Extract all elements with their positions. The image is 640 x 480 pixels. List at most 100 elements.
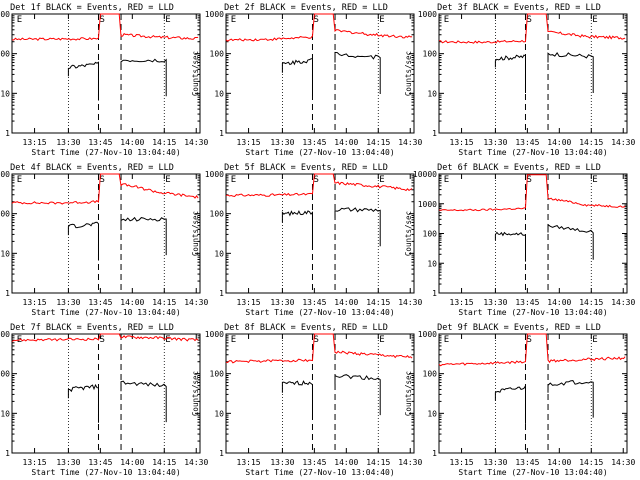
x-tick-label: 14:00 <box>334 298 358 307</box>
plot-frame <box>225 13 415 134</box>
marker-label: S <box>99 15 104 25</box>
y-axis-label: Counts/sec <box>191 51 200 96</box>
x-tick-label: 14:00 <box>547 298 571 307</box>
series-events-black <box>547 52 594 93</box>
x-tick-label: 13:30 <box>483 458 507 467</box>
x-tick-label: 14:00 <box>120 138 144 147</box>
marker-label: E <box>17 175 22 185</box>
x-tick-label: 14:30 <box>184 298 208 307</box>
x-tick-label: 13:15 <box>450 298 474 307</box>
panel-2: Det 2f BLACK = Events, RED = LLD 1 10 100 10… <box>191 3 422 157</box>
series-events-black <box>67 221 99 261</box>
marker-label: E <box>444 335 449 345</box>
marker-label: E <box>231 335 236 345</box>
marker-label: E <box>444 175 449 185</box>
y-tick-label: 100 <box>0 370 10 379</box>
series-lld-red <box>11 13 199 42</box>
x-axis-label: Start Time (27-Nov-10 13:04:40) <box>458 148 607 157</box>
x-tick-label: 13:45 <box>88 298 112 307</box>
y-tick-label: 1000 <box>0 330 10 339</box>
marker-label: S <box>99 335 104 345</box>
panel-4: Det 4f BLACK = Events, RED = LLD 1 10 100 10… <box>0 163 208 317</box>
panel-title: Det 2f BLACK = Events, RED = LLD <box>224 3 388 13</box>
x-tick-label: 13:15 <box>237 458 261 467</box>
x-tick-label: 13:15 <box>237 138 261 147</box>
x-tick-label: 14:15 <box>579 298 603 307</box>
marker-label: E <box>592 175 597 185</box>
x-axis-label: Start Time (27-Nov-10 13:04:40) <box>31 148 180 157</box>
series-events-black <box>120 216 167 256</box>
series-events-black <box>67 383 99 423</box>
marker-label: S <box>526 335 531 345</box>
series-events-black <box>281 58 313 97</box>
series-events-black <box>494 231 526 262</box>
x-axis-label: Start Time (27-Nov-10 13:04:40) <box>31 308 180 317</box>
series-lld-red <box>11 333 199 342</box>
series-lld-red <box>438 174 626 212</box>
y-axis-label: Counts/sec <box>191 211 200 256</box>
panel-title: Det 1f BLACK = Events, RED = LLD <box>10 3 174 13</box>
x-tick-label: 13:45 <box>88 138 112 147</box>
series-events-black <box>334 207 381 247</box>
y-tick-label: 1000 <box>0 170 10 179</box>
x-axis-label: Start Time (27-Nov-10 13:04:40) <box>458 308 607 317</box>
x-tick-label: 13:30 <box>483 138 507 147</box>
panel-title: Det 3f BLACK = Events, RED = LLD <box>437 3 601 13</box>
x-axis-label: Start Time (27-Nov-10 13:04:40) <box>245 148 394 157</box>
y-tick-label: 10 <box>427 409 437 418</box>
x-axis-label: Start Time (27-Nov-10 13:04:40) <box>245 308 394 317</box>
panel-title: Det 7f BLACK = Events, RED = LLD <box>10 323 174 333</box>
x-tick-label: 13:45 <box>88 458 112 467</box>
x-axis-label: Start Time (27-Nov-10 13:04:40) <box>458 468 607 477</box>
x-tick-label: 14:30 <box>398 138 422 147</box>
x-tick-label: 14:15 <box>579 138 603 147</box>
y-tick-label: 100 <box>423 370 438 379</box>
series-lld-red <box>225 13 413 42</box>
y-tick-label: 100 <box>210 50 225 59</box>
y-tick-label: 1 <box>432 449 437 458</box>
series-events-black <box>494 54 526 93</box>
x-tick-label: 13:30 <box>56 138 80 147</box>
y-tick-label: 10 <box>214 89 224 98</box>
marker-label: S <box>313 335 318 345</box>
marker-label: E <box>165 175 170 185</box>
y-tick-label: 1 <box>219 129 224 138</box>
marker-label: E <box>165 335 170 345</box>
x-tick-label: 13:15 <box>450 138 474 147</box>
x-tick-label: 14:30 <box>398 298 422 307</box>
x-tick-label: 14:00 <box>120 298 144 307</box>
y-tick-label: 10 <box>427 259 437 268</box>
x-tick-label: 13:30 <box>56 458 80 467</box>
x-tick-label: 14:00 <box>334 138 358 147</box>
plot-frame <box>225 173 415 294</box>
series-lld-red <box>225 333 413 364</box>
x-tick-label: 13:15 <box>237 298 261 307</box>
series-events-black <box>281 380 313 419</box>
marker-label: E <box>379 15 384 25</box>
x-tick-label: 14:30 <box>611 138 635 147</box>
x-tick-label: 14:15 <box>152 458 176 467</box>
y-tick-label: 1 <box>5 289 10 298</box>
y-tick-label: 10 <box>214 409 224 418</box>
y-tick-label: 1000 <box>418 330 437 339</box>
series-events-black <box>547 223 594 260</box>
y-tick-label: 1 <box>432 289 437 298</box>
x-tick-label: 14:30 <box>184 138 208 147</box>
y-tick-label: 1000 <box>418 10 437 19</box>
y-axis-label: Counts/sec <box>404 211 413 256</box>
marker-label: E <box>592 15 597 25</box>
y-tick-label: 1000 <box>205 330 224 339</box>
x-tick-label: 14:30 <box>184 458 208 467</box>
y-tick-label: 100 <box>423 230 438 239</box>
plot-frame <box>225 333 415 454</box>
plot-frame <box>11 173 201 294</box>
x-tick-label: 14:00 <box>547 138 571 147</box>
y-tick-label: 1000 <box>205 10 224 19</box>
marker-label: E <box>379 335 384 345</box>
x-tick-label: 14:30 <box>611 298 635 307</box>
x-axis-label: Start Time (27-Nov-10 13:04:40) <box>245 468 394 477</box>
y-tick-label: 1000 <box>418 200 437 209</box>
panel-7: Det 7f BLACK = Events, RED = LLD 1 10 100 10… <box>0 323 208 477</box>
y-tick-label: 10000 <box>413 170 437 179</box>
